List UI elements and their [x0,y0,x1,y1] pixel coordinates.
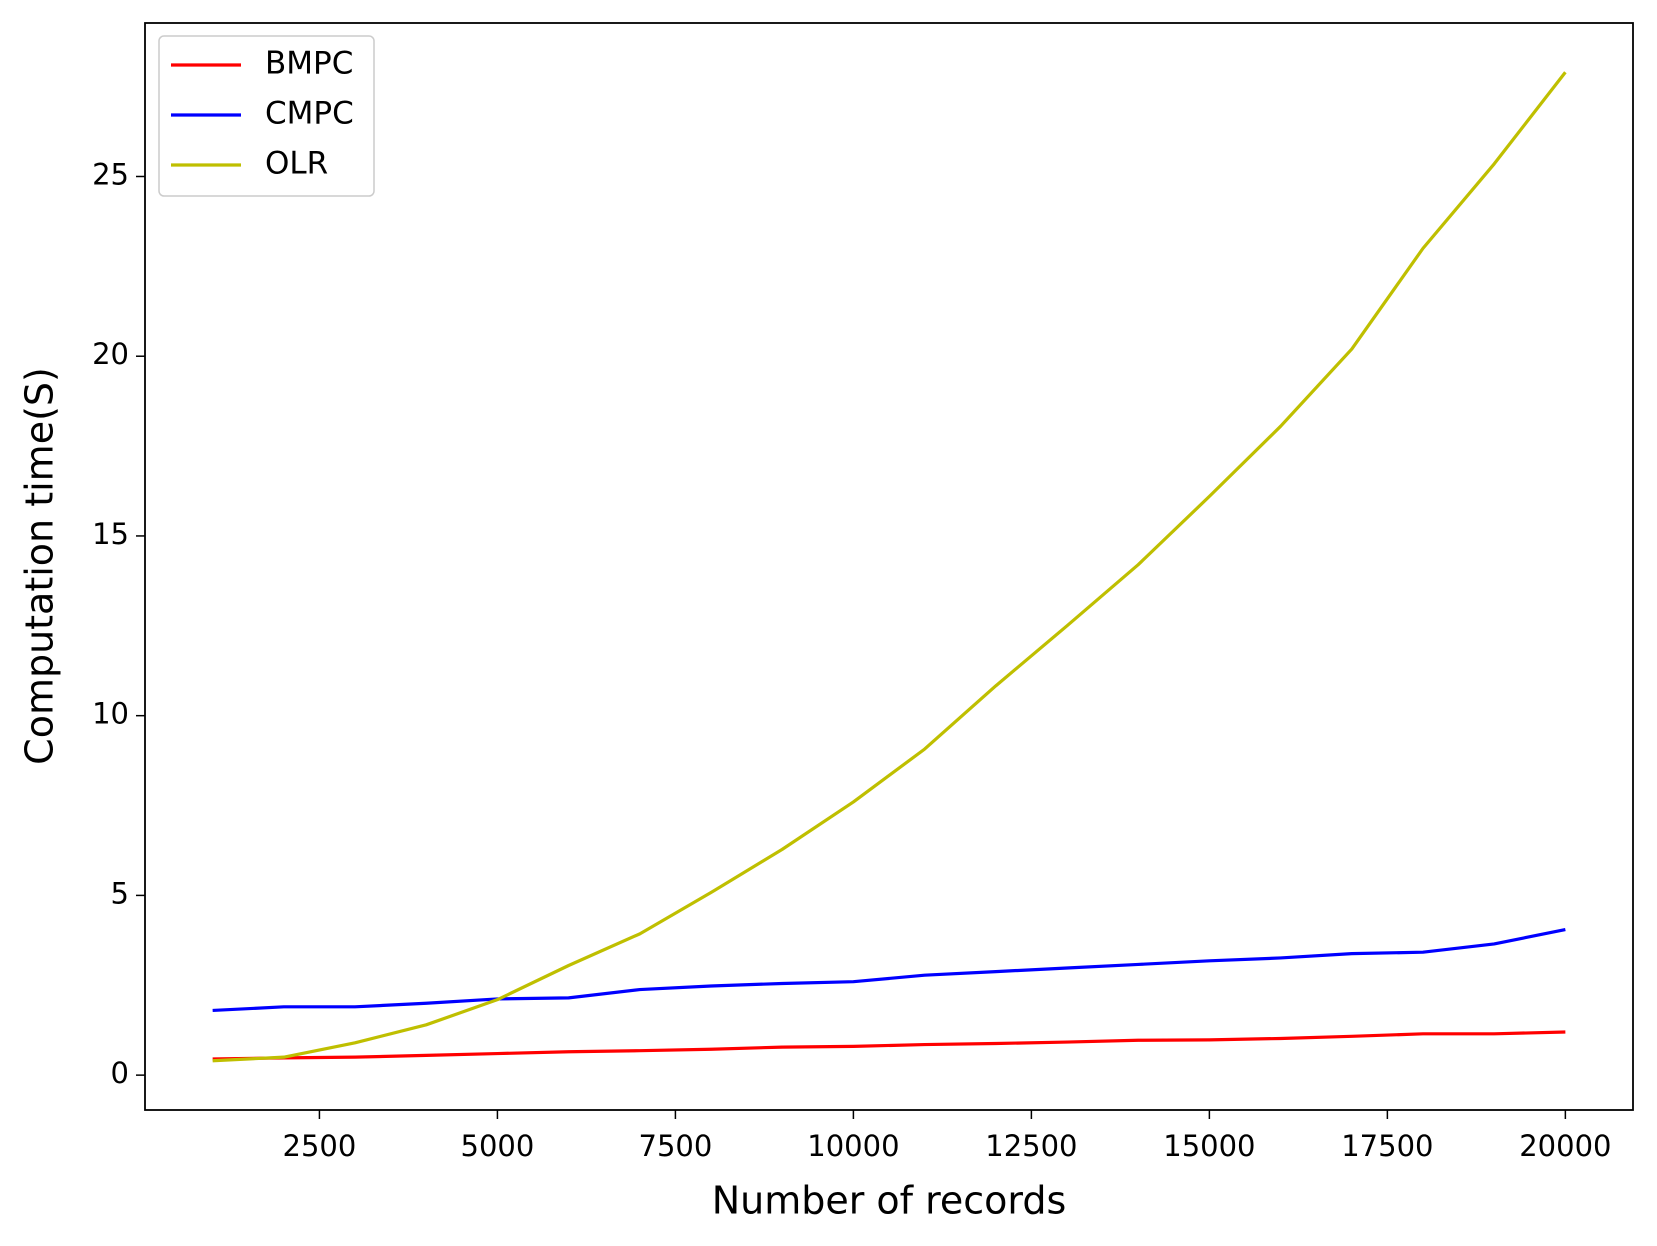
y-tick-label: 15 [92,517,129,551]
y-tick-label: 20 [92,337,129,371]
plot-frame [144,22,1634,1111]
legend-label: OLR [265,146,328,182]
series-line [212,71,1567,1063]
legend-box [158,35,375,197]
x-tick-label: 5000 [461,1129,535,1163]
x-axis-label: Number of records [712,1179,1067,1223]
x-tick-label: 12500 [985,1129,1077,1163]
x-tick-label: 17500 [1341,1129,1433,1163]
legend-label: CMPC [265,96,354,132]
legend-label: BMPC [265,46,353,82]
x-tick-label: 7500 [639,1129,713,1163]
series-line [212,1030,1566,1061]
y-axis-label: Computation time(S) [18,367,62,765]
series-line [212,927,1566,1013]
x-tick-label: 10000 [807,1129,899,1163]
x-tick-label: 20000 [1519,1129,1611,1163]
y-tick-label: 10 [92,697,129,731]
x-tick-label: 15000 [1163,1129,1255,1163]
x-tick-label: 2500 [283,1129,357,1163]
y-tick-label: 0 [111,1056,129,1090]
y-tick-label: 5 [111,876,129,910]
y-tick-label: 25 [92,157,129,191]
